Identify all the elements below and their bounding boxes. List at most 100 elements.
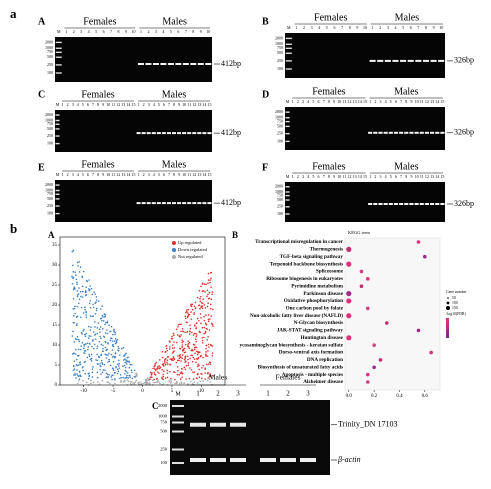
size-key bbox=[446, 306, 450, 310]
legend-dot bbox=[172, 255, 176, 259]
volcano-point bbox=[84, 308, 86, 311]
gel-band bbox=[151, 202, 156, 205]
volcano-point bbox=[111, 349, 114, 351]
legend-title: Gene number bbox=[446, 290, 467, 294]
group-label: Females bbox=[312, 86, 345, 97]
ladder-band bbox=[55, 41, 62, 44]
volcano-point bbox=[82, 369, 84, 372]
volcano-point bbox=[187, 312, 189, 314]
size-key bbox=[446, 301, 450, 305]
volcano-point bbox=[149, 376, 152, 378]
volcano-point bbox=[74, 338, 77, 340]
ladder-label: 250 bbox=[47, 62, 53, 67]
volcano-point bbox=[94, 321, 96, 323]
gel-band bbox=[373, 131, 378, 134]
legend-label: Up regulated bbox=[178, 240, 202, 245]
panel-letter: B bbox=[232, 230, 238, 240]
volcano-point bbox=[119, 354, 121, 356]
volcano-point bbox=[209, 307, 212, 310]
lane-label: 14 bbox=[126, 172, 130, 177]
volcano-point bbox=[96, 353, 98, 356]
volcano-point bbox=[88, 335, 90, 337]
volcano-point bbox=[83, 350, 86, 352]
volcano-point bbox=[204, 323, 207, 325]
volcano-point bbox=[92, 347, 95, 350]
volcano-point bbox=[193, 332, 196, 335]
volcano-point bbox=[184, 368, 187, 371]
volcano-point bbox=[72, 288, 75, 291]
volcano-point bbox=[81, 342, 84, 344]
lane-label: 8 bbox=[97, 102, 99, 107]
group-label: Females bbox=[81, 159, 114, 170]
band-label: 326bp bbox=[454, 128, 474, 137]
volcano-point bbox=[114, 333, 116, 336]
volcano-point bbox=[205, 344, 208, 347]
volcano-point bbox=[114, 382, 116, 385]
volcano-point bbox=[181, 373, 184, 375]
volcano-point bbox=[96, 376, 99, 379]
volcano-point bbox=[192, 356, 195, 359]
volcano-point bbox=[98, 383, 101, 385]
lane-label: 4 bbox=[307, 99, 309, 104]
volcano-point bbox=[149, 371, 152, 374]
volcano-point bbox=[168, 348, 171, 350]
volcano-point bbox=[182, 340, 184, 343]
volcano-point bbox=[116, 368, 119, 371]
volcano-point bbox=[207, 318, 210, 321]
lane-label: 4 bbox=[77, 102, 79, 107]
lane-label: 8 bbox=[425, 25, 427, 30]
volcano-point bbox=[76, 305, 79, 308]
lane-label: 4 bbox=[394, 25, 396, 30]
volcano-point bbox=[128, 361, 131, 364]
volcano-point bbox=[189, 357, 191, 360]
volcano-point bbox=[91, 376, 94, 378]
lane-label: 3 bbox=[80, 29, 82, 34]
volcano-point bbox=[203, 332, 205, 335]
volcano-point bbox=[77, 375, 80, 378]
gel-band bbox=[440, 203, 445, 205]
volcano-point bbox=[199, 313, 202, 315]
volcano-point bbox=[92, 303, 94, 306]
volcano-point bbox=[190, 354, 192, 357]
volcano-point bbox=[210, 277, 212, 280]
volcano-point bbox=[117, 359, 120, 362]
ladder-band bbox=[55, 51, 62, 53]
volcano-point bbox=[178, 354, 181, 357]
group-label: Females bbox=[83, 16, 116, 27]
volcano-point bbox=[135, 372, 137, 375]
gel-band bbox=[280, 458, 296, 462]
volcano-point bbox=[197, 372, 199, 375]
ladder-band bbox=[172, 415, 184, 418]
gel-band bbox=[378, 131, 383, 134]
volcano-point bbox=[75, 363, 78, 366]
volcano-point bbox=[89, 299, 92, 302]
lane-label: 6 bbox=[87, 172, 89, 177]
volcano-point bbox=[77, 265, 79, 267]
volcano-point bbox=[96, 327, 99, 329]
ladder-label: 2000 bbox=[275, 35, 283, 40]
volcano-point bbox=[81, 366, 84, 369]
volcano-point bbox=[87, 337, 90, 339]
ladder-label: 500 bbox=[277, 197, 283, 202]
volcano-point bbox=[178, 382, 181, 385]
volcano-point bbox=[100, 373, 102, 375]
term-label: Terpenoid backbone biosynthesis bbox=[270, 261, 343, 267]
volcano-point bbox=[153, 381, 155, 384]
ladder-band bbox=[285, 47, 292, 49]
volcano-point bbox=[109, 339, 112, 342]
group-label: Males bbox=[394, 161, 419, 172]
volcano-point bbox=[201, 336, 203, 339]
volcano-point bbox=[151, 379, 154, 382]
gel-band bbox=[177, 202, 182, 205]
volcano-point bbox=[196, 353, 199, 356]
ladder-band bbox=[285, 194, 290, 197]
lane-label: 7 bbox=[168, 172, 170, 177]
volcano-point bbox=[102, 328, 104, 330]
kegg-dot bbox=[346, 246, 352, 252]
volcano-point bbox=[211, 293, 213, 296]
volcano-point bbox=[207, 314, 210, 316]
volcano-point bbox=[128, 366, 131, 369]
volcano-point bbox=[184, 357, 186, 359]
volcano-point bbox=[91, 345, 93, 348]
x-tick-label: 0.2 bbox=[371, 394, 378, 399]
